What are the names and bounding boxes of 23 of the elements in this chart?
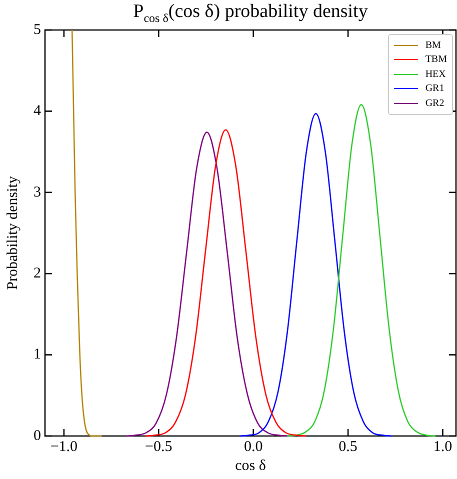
- y-tick-label: 5: [34, 22, 41, 38]
- legend-label: TBM: [425, 54, 447, 66]
- y-tick-label: 0: [34, 428, 41, 444]
- y-tick-label: 4: [34, 103, 42, 120]
- x-axis-title: cos δ: [235, 458, 266, 474]
- x-tick-label: −1.0: [50, 438, 78, 455]
- x-tick-label: −0.5: [145, 438, 172, 455]
- x-tick-label: 1.0: [433, 438, 452, 455]
- x-tick-label: 0.5: [338, 438, 358, 455]
- legend-label: HEX: [425, 68, 446, 80]
- y-tick-label: 1: [34, 346, 41, 363]
- line-series: [144, 129, 307, 437]
- chart-title: P$_{cos δ}$(cos δ) probability density: [132, 1, 369, 26]
- line-series: [71, 29, 102, 437]
- legend-label: GR2: [425, 98, 444, 109]
- y-axis-title: Probability density: [4, 176, 21, 290]
- line-series: [125, 132, 289, 437]
- x-tick-label: 0.0: [244, 438, 263, 455]
- line-series: [239, 112, 392, 437]
- y-tick-label: 2: [34, 266, 41, 282]
- y-tick-label: 3: [34, 184, 41, 200]
- legend-label: GR1: [425, 83, 444, 94]
- legend-label: BM: [425, 40, 441, 51]
